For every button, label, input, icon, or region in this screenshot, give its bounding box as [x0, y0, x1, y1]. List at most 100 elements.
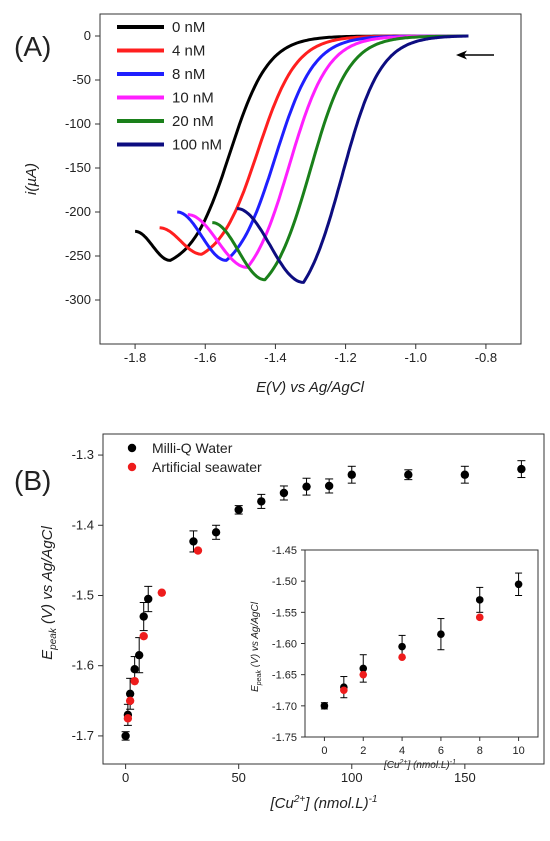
panel-b: (B) 0 50 100 150 -1.3-1.4-1.5-1.6-1.7 [Cu2+… — [14, 433, 545, 812]
data-point-milliq — [130, 665, 139, 674]
x-tick-label: -0.8 — [475, 350, 497, 365]
inset-y-title: Epeak (V) vs Ag/AgCl — [250, 601, 263, 692]
data-point-milliq — [257, 497, 266, 506]
y-tick-label: -1.55 — [272, 607, 297, 619]
data-point-seawater — [193, 546, 203, 555]
y-tick-label: -1.60 — [272, 639, 297, 651]
x-tick-label: -1.2 — [334, 350, 356, 365]
y-tick-label: -1.7 — [72, 728, 94, 743]
panel-a-y-axis: 0 -50 -100 -150 -200 -250 -300 — [65, 28, 100, 307]
legend-label: Artificial seawater — [152, 459, 262, 475]
legend-label: 8 nM — [172, 66, 205, 83]
inset-x-axis: 0 2 4 6 8 10 — [321, 737, 525, 757]
x-tick-label: 0 — [321, 745, 327, 757]
data-point-milliq — [234, 505, 243, 515]
inset-point-seawater — [475, 613, 484, 622]
panel-b-label: (B) — [14, 465, 51, 496]
x-tick-label: -1.0 — [405, 350, 427, 365]
panel-b-y-axis: -1.3 -1.4 -1.5 -1.6 -1.7 — [72, 447, 103, 743]
data-point-seawater — [139, 632, 148, 641]
panel-a-x-axis: -1.8 -1.6 -1.4 -1.2 -1.0 -0.8 — [124, 344, 497, 365]
inset-point-milliq — [514, 580, 523, 589]
x-tick-label: 4 — [399, 745, 405, 757]
panel-b-points — [121, 460, 526, 741]
legend-label: 100 nM — [172, 137, 222, 154]
y-tick-label: -1.50 — [272, 576, 297, 588]
data-point-seawater — [123, 714, 133, 723]
panel-b-frame — [102, 433, 545, 765]
data-point-milliq — [302, 482, 311, 491]
panel-a-frame — [99, 13, 522, 345]
legend-marker — [127, 462, 137, 472]
data-point-milliq — [189, 537, 198, 546]
x-tick-label: 2 — [360, 745, 366, 757]
inset-point-milliq — [475, 596, 484, 604]
x-tick-label: 50 — [231, 770, 245, 785]
data-point-milliq — [211, 528, 221, 537]
legend-label: Milli-Q Water — [152, 440, 233, 456]
data-point-milliq — [347, 470, 356, 479]
panel-b-y-title: Epeak (V) vs Ag/AgCl — [39, 525, 59, 659]
data-point-milliq — [121, 731, 130, 741]
inset-point-milliq — [359, 664, 368, 673]
curve-20-nm — [212, 34, 469, 282]
data-point-milliq — [144, 594, 153, 604]
y-tick-label: -1.6 — [72, 658, 94, 673]
inset-points — [320, 572, 523, 710]
y-tick-label: -1.5 — [72, 587, 94, 602]
panel-b-x-axis: 0 50 100 150 — [122, 764, 476, 785]
panel-a-x-title: E(V) vs Ag/AgCl — [256, 379, 364, 396]
y-tick-label: 0 — [84, 28, 91, 43]
y-tick-label: -1.65 — [272, 670, 297, 682]
inset-point-seawater — [340, 686, 348, 695]
x-tick-label: 6 — [438, 745, 444, 757]
x-tick-label: -1.8 — [124, 350, 146, 365]
scan-direction-arrow — [456, 50, 494, 60]
y-tick-label: -250 — [65, 248, 91, 263]
y-tick-label: -100 — [65, 116, 91, 131]
legend-label: 20 nM — [172, 113, 214, 130]
data-point-milliq — [404, 470, 413, 479]
y-tick-label: -150 — [65, 160, 91, 175]
inset-point-seawater — [398, 653, 406, 662]
y-tick-label: -200 — [65, 204, 91, 219]
inset-frame — [304, 549, 539, 738]
panel-b-legend: Milli-Q Water Artificial seawater — [127, 440, 262, 475]
legend-label: 4 nM — [172, 43, 205, 60]
data-point-seawater — [157, 588, 166, 597]
data-point-milliq — [324, 481, 334, 491]
x-tick-label: 100 — [341, 770, 363, 785]
panel-a-label: (A) — [14, 31, 51, 62]
inset-y-axis: -1.45 -1.50 -1.55 -1.60 -1.65 -1.70 -1.75 — [272, 545, 305, 744]
legend-label: 10 nM — [172, 90, 214, 107]
curve-100-nm — [236, 34, 469, 284]
panel-a-legend: 0 nM 4 nM 8 nM 10 nM 20 nM 100 nM — [117, 19, 222, 154]
panel-a-curves — [134, 34, 469, 284]
x-tick-label: 150 — [454, 770, 476, 785]
panel-b-x-title: [Cu2+] (nmol.L)-1 — [269, 794, 377, 812]
data-point-milliq — [134, 650, 144, 660]
panel-b-inset: 0 2 4 6 8 10 -1.45-1.50-1.55-1.60-1.65-1.70-1… — [250, 545, 539, 771]
y-tick-label: -1.70 — [272, 701, 297, 713]
legend-label: 0 nM — [172, 19, 205, 36]
data-point-milliq — [139, 612, 148, 621]
data-point-milliq — [517, 464, 526, 474]
data-point-milliq — [125, 689, 135, 698]
y-tick-label: -300 — [65, 292, 91, 307]
x-tick-label: 0 — [122, 770, 129, 785]
data-point-seawater — [130, 676, 139, 686]
x-tick-label: 8 — [477, 745, 483, 757]
y-tick-label: -1.4 — [72, 517, 94, 532]
inset-point-milliq — [320, 702, 329, 710]
y-tick-label: -1.75 — [272, 732, 297, 744]
data-point-milliq — [279, 488, 289, 498]
inset-point-seawater — [359, 670, 368, 679]
y-tick-label: -1.3 — [72, 447, 94, 462]
y-tick-label: -1.45 — [272, 545, 297, 557]
x-tick-label: -1.4 — [264, 350, 286, 365]
x-tick-label: 10 — [512, 745, 524, 757]
inset-point-milliq — [437, 630, 445, 638]
panel-a: (A) -1.8 -1.6 -1.4 -1.2 -1.0 -0.8 0 -50 -100 -15… — [14, 13, 522, 396]
panel-a-y-title: i(µA) — [23, 163, 40, 195]
